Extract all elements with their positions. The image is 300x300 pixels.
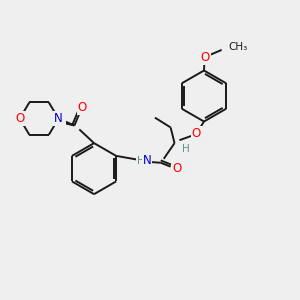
Text: O: O [78,101,87,114]
Text: O: O [15,112,24,125]
Text: H: H [182,144,190,154]
Text: N: N [54,112,63,125]
Text: H: H [137,156,145,166]
Text: O: O [200,51,210,64]
Text: O: O [172,162,181,175]
Text: CH₃: CH₃ [229,42,248,52]
Text: O: O [191,127,201,140]
Text: N: N [56,115,65,128]
Text: N: N [143,154,152,167]
